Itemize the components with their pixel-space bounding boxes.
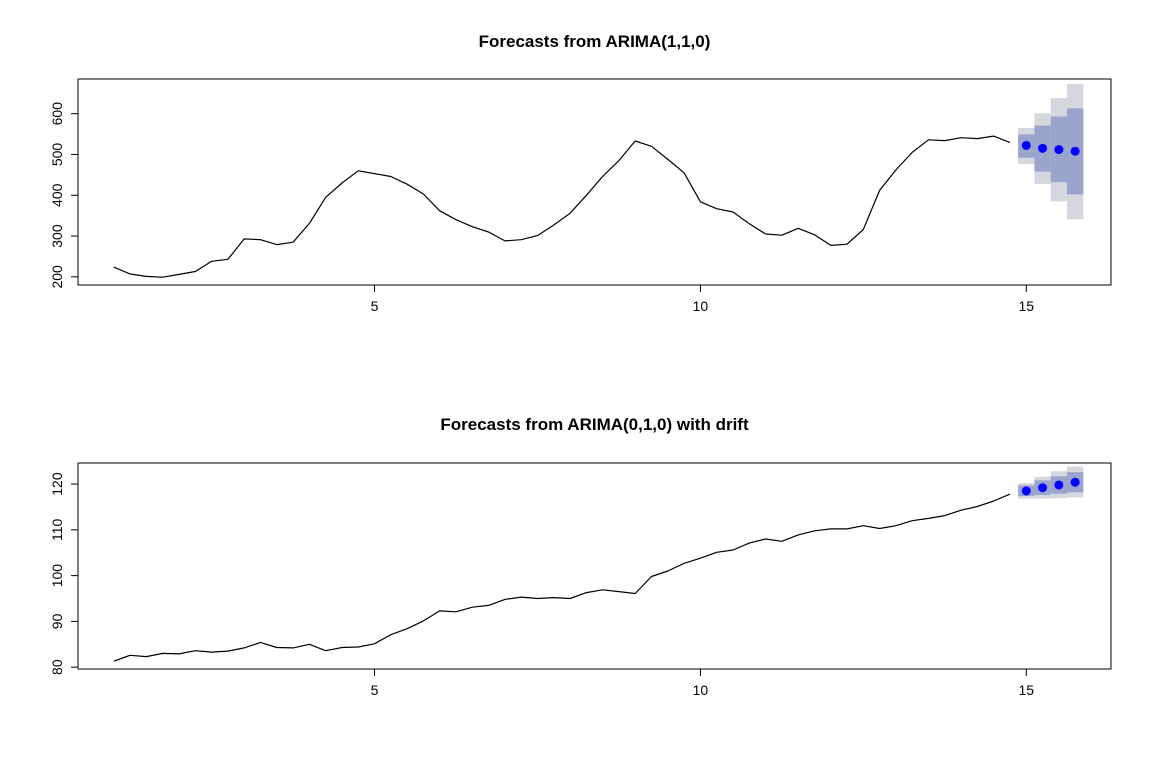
forecast-point (1038, 483, 1048, 493)
plot-frame (77, 78, 1112, 286)
forecast-point (1021, 140, 1031, 150)
top-forecast-panel: Forecasts from ARIMA(1,1,0) 5 10 15 200 300 40… (49, 32, 1112, 314)
bottom-forecast-panel: Forecasts from ARIMA(0,1,0) with drift 5 1… (49, 415, 1112, 698)
y-tick-label: 100 (49, 564, 65, 588)
forecast-point (1070, 146, 1080, 156)
forecast-point (1054, 480, 1064, 490)
forecast-point (1021, 486, 1031, 496)
y-tick-label: 90 (49, 613, 65, 629)
series-line (113, 493, 1011, 662)
x-tick-label: 5 (371, 682, 379, 698)
plot-frame (77, 462, 1112, 670)
x-tick-label: 5 (371, 298, 379, 314)
y-tick-label: 400 (49, 183, 65, 207)
x-tick-label: 15 (1018, 682, 1034, 698)
forecast-point (1038, 143, 1048, 153)
forecast-point (1054, 145, 1064, 155)
y-tick-label: 120 (49, 472, 65, 496)
y-tick-label: 110 (49, 518, 65, 541)
y-tick-label: 600 (49, 102, 65, 126)
series-line (113, 135, 1011, 278)
chart-title: Forecasts from ARIMA(1,1,0) (479, 32, 711, 51)
y-tick-label: 200 (49, 265, 65, 289)
x-tick-label: 10 (693, 682, 709, 698)
chart-title: Forecasts from ARIMA(0,1,0) with drift (440, 415, 749, 434)
x-tick-label: 15 (1018, 298, 1034, 314)
x-tick-label: 10 (693, 298, 709, 314)
y-tick-label: 80 (49, 659, 65, 675)
y-tick-label: 300 (49, 224, 65, 248)
y-tick-label: 500 (49, 143, 65, 167)
forecast-point (1070, 477, 1080, 487)
